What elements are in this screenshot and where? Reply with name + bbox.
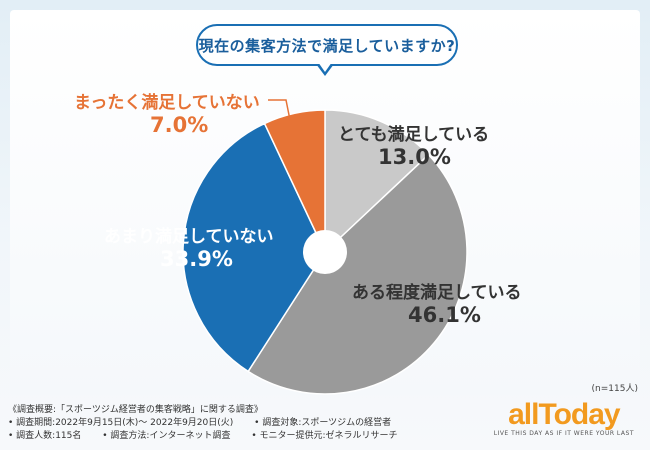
survey-footer: 《調査概要:「スポーツジム経営者の集客戦略」に関する調査》 • 調査期間:202… xyxy=(8,404,416,443)
survey-count: • 調査人数:115名 xyxy=(8,431,82,441)
chart-title-bubble: 現在の集客方法で満足していますか? xyxy=(196,24,458,76)
label-somewhat-satisfied-category: ある程度満足している xyxy=(352,283,522,303)
pie-center-hole xyxy=(303,230,347,274)
label-not-satisfied-at-all-category: まったく満足していない xyxy=(74,93,260,113)
logo-tagline: LIVE THIS DAY AS IF IT WERE YOUR LAST xyxy=(493,430,634,437)
label-not-very-satisfied: あまり満足していない 33.9% xyxy=(104,222,274,271)
label-very-satisfied-value: 13.0% xyxy=(378,145,451,169)
label-not-very-satisfied-value: 33.9% xyxy=(160,247,233,271)
slice-very-satisfied xyxy=(324,109,430,254)
slice-somewhat-satisfied xyxy=(247,153,468,395)
survey-method: • 調査方法:インターネット調査 xyxy=(102,431,231,441)
survey-target: • 調査対象:スポーツジムの経営者 xyxy=(254,418,392,428)
bubble-tail-inner xyxy=(318,62,332,72)
label-somewhat-satisfied-value: 46.1% xyxy=(408,303,481,327)
slice-not-satisfied-at-all xyxy=(263,109,326,253)
label-not-satisfied-at-all-value: 7.0% xyxy=(150,113,209,137)
label-not-satisfied-at-all: まったく満足していない 7.0% xyxy=(74,88,260,137)
survey-overview: 《調査概要:「スポーツジム経営者の集客戦略」に関する調査》 xyxy=(8,405,263,415)
footer-row-1: • 調査期間:2022年9月15日(木)～ 2022年9月20日(火) • 調査… xyxy=(8,417,416,430)
label-not-very-satisfied-category: あまり満足していない xyxy=(104,227,274,247)
alltoday-logo: allToday LIVE THIS DAY AS IF IT WERE YOU… xyxy=(494,398,634,437)
label-very-satisfied-category: とても満足している xyxy=(338,125,490,145)
chart-title: 現在の集客方法で満足していますか? xyxy=(198,36,456,55)
sample-size-note: (n=115人) xyxy=(591,384,638,394)
survey-provider: • モニター提供元:ゼネラルリサーチ xyxy=(251,431,398,441)
logo-word: allToday xyxy=(508,398,620,431)
survey-period: • 調査期間:2022年9月15日(木)～ 2022年9月20日(火) xyxy=(8,418,234,428)
label-very-satisfied: とても満足している 13.0% xyxy=(338,120,489,169)
label-somewhat-satisfied: ある程度満足している 46.1% xyxy=(352,278,522,327)
slice-not-very-satisfied xyxy=(182,122,326,373)
footer-row-2: • 調査人数:115名 • 調査方法:インターネット調査 • モニター提供元:ゼ… xyxy=(8,430,416,443)
leader-line-not-satisfied-at-all xyxy=(268,99,291,121)
